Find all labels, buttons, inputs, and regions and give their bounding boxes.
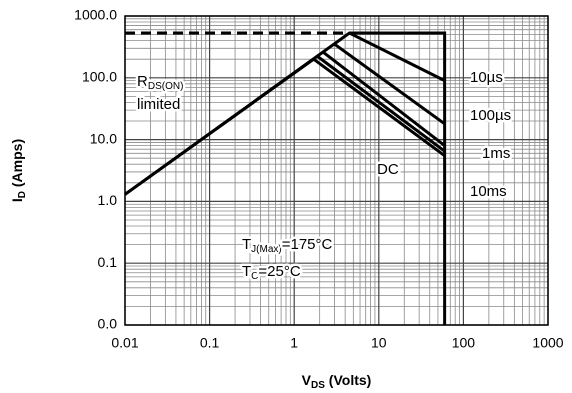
x-axis-label: VDS (Volts) <box>302 372 372 391</box>
annotation: DC <box>377 161 399 178</box>
text-part: T <box>242 236 251 253</box>
annotation: TC=25°C <box>242 263 301 282</box>
annotation: limited <box>137 96 180 113</box>
text-part: =25°C <box>258 263 300 280</box>
annotation: 1ms <box>482 145 510 162</box>
x-tick-label: 10 <box>371 335 387 351</box>
x-tick-label: 0.1 <box>200 335 220 351</box>
annotation: 100µs <box>470 107 511 124</box>
y-tick-label: 0.1 <box>98 254 118 270</box>
text-part: T <box>242 263 251 280</box>
annotation: 10ms <box>470 183 507 200</box>
subscript: C <box>251 271 258 282</box>
annotation: RDS(ON) <box>137 73 183 92</box>
text-part: limited <box>137 96 180 113</box>
y-tick-label: 10.0 <box>90 130 117 146</box>
series-line <box>333 42 446 126</box>
y-tick-label: 1000.0 <box>74 7 117 23</box>
text-part: DC <box>377 161 399 178</box>
text-part: R <box>137 73 148 90</box>
subscript: J(Max) <box>251 244 282 255</box>
series-line <box>124 31 447 325</box>
text-part: =175°C <box>282 236 333 253</box>
text-part: 10µs <box>470 69 503 86</box>
annotation: 10µs <box>470 69 503 86</box>
x-tick-label: 1 <box>290 335 298 351</box>
series-line <box>348 31 446 82</box>
subscript: D <box>17 191 28 198</box>
y-tick-label: 100.0 <box>82 69 117 85</box>
x-tick-label: 100 <box>452 335 476 351</box>
x-tick-label: 1000 <box>532 335 563 351</box>
text-part: 10ms <box>470 183 507 200</box>
series-line <box>124 57 446 196</box>
subscript: DS <box>311 380 325 391</box>
y-tick-label: 1.0 <box>98 192 118 208</box>
text-part: 100µs <box>470 107 511 124</box>
text-part: 1ms <box>482 145 510 162</box>
text-part: I <box>9 198 25 202</box>
series-line <box>316 55 446 153</box>
y-tick-label: 0.0 <box>98 316 118 332</box>
y-axis-label: ID (Amps) <box>9 139 28 202</box>
annotation: TJ(Max)=175°C <box>242 236 333 255</box>
x-tick-label: 0.01 <box>111 335 138 351</box>
text-part: (Volts) <box>325 372 371 388</box>
text-part: (Amps) <box>9 139 25 191</box>
series-line <box>322 50 446 147</box>
subscript: DS(ON) <box>148 81 184 92</box>
text-part: V <box>302 372 312 388</box>
plot-frame <box>124 15 549 326</box>
